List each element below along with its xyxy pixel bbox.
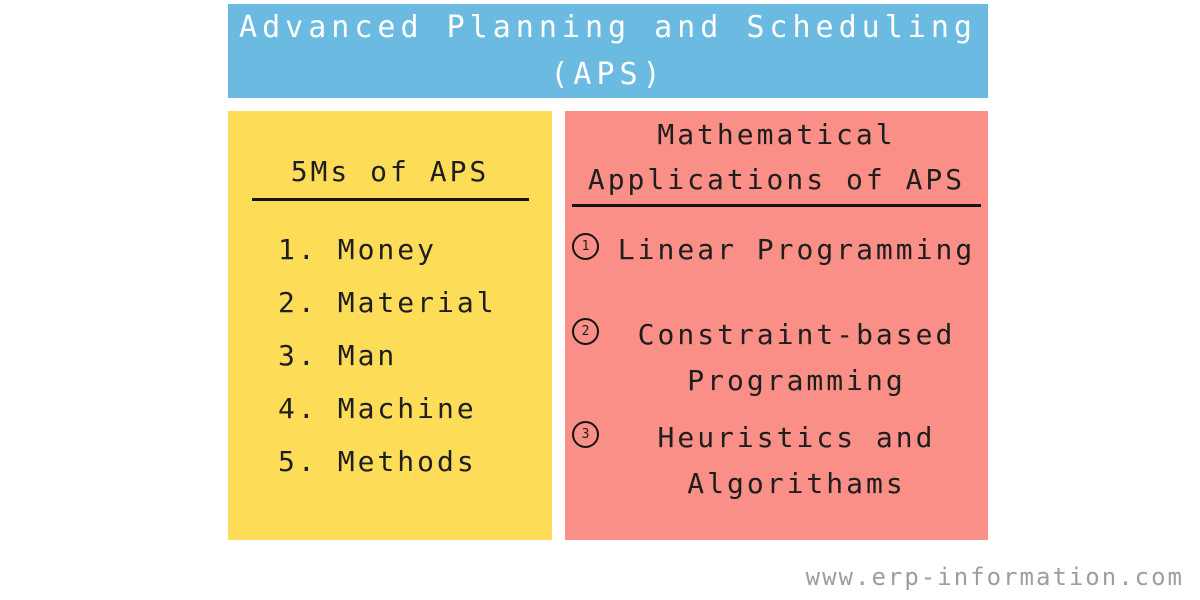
panel-math-heading-underline	[572, 204, 981, 207]
list-item-number: 3.	[278, 339, 318, 372]
page-title-line1: Advanced Planning and Scheduling	[239, 10, 977, 45]
panel-math-heading-line2: Applications of APS	[587, 163, 966, 196]
list-item-label-line1: Heuristics and	[657, 421, 936, 454]
list-item-number: 1.	[278, 233, 318, 266]
page-title-line2: (APS)	[550, 57, 666, 92]
list-item-label-line1: Constraint-based	[637, 318, 956, 351]
list-item-label: Heuristics and Algorithams	[605, 415, 988, 507]
list-item-number: 2.	[278, 286, 318, 319]
list-item-number: 5.	[278, 445, 318, 478]
panel-5ms-heading: 5Ms of APS	[290, 155, 490, 188]
watermark-url: www.erp-information.com	[805, 563, 1184, 591]
list-item-label: Methods	[337, 445, 477, 478]
list-item-label: Money	[337, 233, 438, 266]
list-item: 1. Money	[278, 227, 552, 280]
circled-number-icon: 3	[572, 421, 599, 448]
list-item: 1 Linear Programming	[565, 227, 988, 273]
panel-5ms-heading-underline	[251, 198, 529, 201]
list-item: 3. Man	[278, 333, 552, 386]
list-item: 4. Machine	[278, 386, 552, 439]
list-item-number: 4.	[278, 392, 318, 425]
list-item: 3 Heuristics and Algorithams	[565, 415, 988, 507]
list-item-label-line2: Algorithams	[687, 467, 906, 500]
list-item: 2 Constraint-based Programming	[565, 312, 988, 404]
circled-number-icon: 1	[572, 233, 599, 260]
panel-math-applications: Mathematical Applications of APS 1 Linea…	[565, 111, 988, 540]
panel-5ms: 5Ms of APS 1. Money 2. Material 3. Man 4…	[228, 111, 552, 540]
5ms-list: 1. Money 2. Material 3. Man 4. Machine 5…	[278, 227, 552, 492]
list-item-label: Material	[337, 286, 497, 319]
list-item-label: Man	[337, 339, 398, 372]
title-banner: Advanced Planning and Scheduling (APS)	[228, 4, 988, 98]
panel-math-heading: Mathematical Applications of APS	[565, 111, 988, 202]
list-item-label-line2: Programming	[687, 364, 906, 397]
list-item-label: Machine	[337, 392, 477, 425]
list-item: 5. Methods	[278, 439, 552, 492]
panel-math-heading-line1: Mathematical	[657, 118, 896, 151]
list-item-label: Constraint-based Programming	[605, 312, 988, 404]
list-item: 2. Material	[278, 280, 552, 333]
circled-number-icon: 2	[572, 318, 599, 345]
list-item-label: Linear Programming	[617, 233, 976, 266]
